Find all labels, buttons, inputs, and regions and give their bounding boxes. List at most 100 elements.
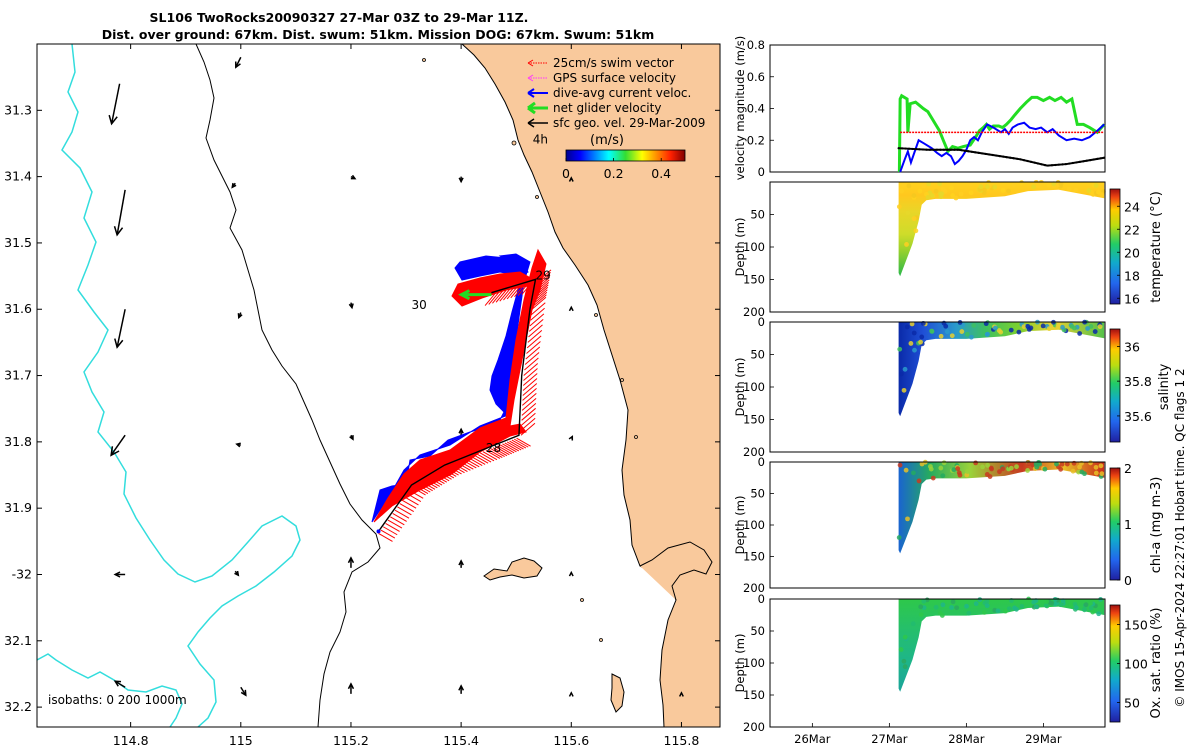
legend-label-gps: GPS surface velocity — [553, 71, 676, 85]
velocity-series — [897, 93, 1106, 173]
swim-vector — [536, 269, 552, 283]
section-sample — [1077, 331, 1083, 336]
section-sample — [1006, 188, 1011, 194]
velocity-geo-marker — [946, 148, 949, 151]
swim-vector — [526, 341, 541, 354]
section-sample — [1077, 464, 1082, 470]
geostrophic-vector — [458, 684, 465, 694]
velocity-y-tick-label: 0.4 — [747, 102, 765, 116]
section-y-tick-label: 50 — [750, 487, 765, 501]
section-sample — [1060, 598, 1066, 604]
section-sample — [904, 324, 910, 330]
swim-vector — [447, 465, 462, 475]
map-lat-tick-label: 31.7 — [4, 368, 32, 383]
map-lon-axis: 114.8 115 115.2 115.4 115.6 115.8 — [113, 44, 699, 748]
isobath-200m — [195, 44, 381, 727]
section-sample — [1042, 466, 1048, 472]
swim-vector — [397, 506, 412, 516]
swim-vector — [473, 454, 489, 464]
velocity-y-label: velocity magnitude (m/s) — [733, 36, 747, 181]
swim-vector — [382, 526, 398, 536]
velocity-geo-marker — [1002, 155, 1005, 158]
section-sample — [969, 334, 974, 340]
velocity-geo-marker — [942, 148, 946, 151]
velocity-geo-marker — [918, 148, 921, 151]
velocity-geo-marker — [914, 148, 918, 151]
section-sample — [908, 341, 914, 346]
section-sample — [904, 242, 909, 247]
section-sample — [1088, 605, 1094, 611]
section-sample — [925, 195, 931, 200]
colorbar-tick-label: 22 — [1124, 222, 1140, 237]
velocity-geo-marker — [1068, 162, 1071, 165]
geostrophic-vector — [235, 56, 242, 69]
chlorophyll-y-label: Depth (m) — [733, 496, 747, 555]
swim-vector — [416, 483, 431, 493]
section-sample — [980, 464, 985, 470]
speed-colorbar-ticks: 0 0.2 0.4 — [562, 158, 671, 181]
legend-item-geo: sfc geo. vel. 29-Mar-2009 — [527, 116, 705, 130]
swim-vector — [430, 475, 445, 485]
section-sample — [1066, 186, 1072, 192]
section-sample — [898, 647, 904, 652]
geostrophic-vector — [231, 182, 237, 189]
geostrophic-vector — [458, 176, 464, 184]
swim-vector — [522, 373, 538, 386]
time-tick-label: 27Mar — [871, 732, 908, 746]
swim-vector — [482, 451, 498, 461]
section-sample — [984, 332, 990, 337]
map-lon-tick-label: 115.2 — [333, 733, 369, 748]
swim-vector — [439, 469, 455, 479]
swim-vector — [392, 513, 407, 522]
velocity-geo-marker — [1082, 160, 1085, 163]
section-sample — [1090, 609, 1096, 615]
section-sample — [1058, 466, 1064, 472]
legend-item-gps: GPS surface velocity — [527, 71, 676, 85]
section-sample — [911, 470, 916, 476]
map-lat-tick-label: 31.4 — [4, 169, 32, 184]
velocity-geo-marker — [1075, 161, 1078, 164]
section-sample — [968, 181, 973, 187]
legend-label-dive: dive-avg current veloc. — [553, 86, 691, 100]
swim-vector — [524, 352, 540, 365]
section-sample — [966, 610, 972, 616]
swim-vector — [497, 445, 512, 455]
time-tick-label: 29Mar — [1025, 732, 1062, 746]
velocity-geo-marker — [928, 148, 932, 151]
section-sample — [918, 604, 924, 610]
section-sample — [930, 475, 936, 481]
velocity-geo-marker — [1064, 163, 1067, 166]
map-lon-tick-label: 115.6 — [553, 733, 589, 748]
swim-vector — [495, 446, 510, 456]
swim-vector — [420, 480, 436, 490]
land-coast-detail — [639, 541, 713, 601]
swim-vector — [465, 458, 480, 468]
section-y-tick-label: 100 — [743, 380, 765, 394]
swim-vector — [456, 461, 471, 471]
section-y-tick-label: 100 — [743, 240, 765, 254]
velocity-y-axis: 0 0.2 0.4 0.6 0.8 — [747, 38, 774, 179]
velocity-geo-marker — [911, 147, 914, 151]
speed-colorbar-tick-label: 0.2 — [604, 166, 624, 181]
speed-colorbar-tick-label: 0 — [562, 166, 570, 181]
section-y-tick-label: 0 — [758, 592, 765, 606]
velocity-geo-marker — [960, 149, 963, 152]
figure-title-line2: Dist. over ground: 67km. Dist. swum: 51k… — [102, 27, 655, 42]
velocity-geo-marker — [970, 150, 973, 153]
swim-vector — [534, 281, 550, 295]
section-y-tick-label: 50 — [750, 348, 765, 362]
geostrophic-vector — [348, 302, 354, 310]
section-sample — [954, 605, 960, 611]
section-y-tick-label: 200 — [743, 720, 765, 734]
speed-colorbar: (m/s) 0 0.2 0.4 — [562, 133, 686, 181]
geostrophic-vector — [110, 434, 126, 457]
swim-vector — [404, 496, 419, 506]
section-sample — [989, 466, 994, 472]
section-sample — [1058, 602, 1063, 608]
section-sample — [1093, 183, 1099, 188]
swim-vector — [502, 443, 517, 453]
swim-vector — [434, 472, 450, 482]
colorbar-tick-label: 16 — [1124, 291, 1140, 306]
swim-vector — [485, 450, 501, 459]
section-sample — [982, 187, 987, 193]
